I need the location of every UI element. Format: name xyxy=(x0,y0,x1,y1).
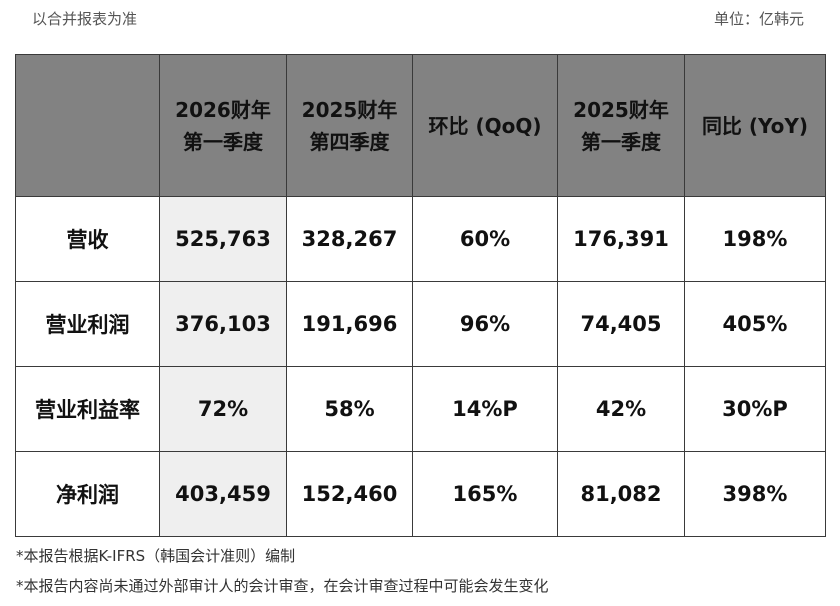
table-cell: 403,459 xyxy=(159,451,287,537)
row-label: 营业利润 xyxy=(15,281,160,367)
table-cell: 165% xyxy=(412,451,558,537)
header-yoy: 同比 (YoY) xyxy=(684,54,826,197)
table-cell: 405% xyxy=(684,281,826,367)
header-2026-q1: 2026财年 第一季度 xyxy=(159,54,287,197)
financial-results-table: 2026财年 第一季度 2025财年 第四季度 环比 (QoQ) 2025财年 … xyxy=(15,54,826,537)
table-cell: 191,696 xyxy=(286,281,413,367)
header-2025-q1: 2025财年 第一季度 xyxy=(557,54,685,197)
table-cell: 96% xyxy=(412,281,558,367)
table-cell: 58% xyxy=(286,366,413,452)
table-row: 营业利润 376,103 191,696 96% 74,405 405% xyxy=(15,281,826,367)
header-row: 2026财年 第一季度 2025财年 第四季度 环比 (QoQ) 2025财年 … xyxy=(15,54,826,197)
footnote-standard: *本报告根据K-IFRS（韩国会计准则）编制 xyxy=(16,547,296,565)
row-label: 营收 xyxy=(15,196,160,282)
table-cell: 14%P xyxy=(412,366,558,452)
table-cell: 81,082 xyxy=(557,451,685,537)
footnote-audit: *本报告内容尚未通过外部审计人的会计审查，在会计审查过程中可能会发生变化 xyxy=(16,577,549,595)
table-cell: 376,103 xyxy=(159,281,287,367)
table-cell: 60% xyxy=(412,196,558,282)
unit-note: 单位：亿韩元 xyxy=(713,10,804,28)
table-cell: 328,267 xyxy=(286,196,413,282)
table-cell: 42% xyxy=(557,366,685,452)
header-qoq: 环比 (QoQ) xyxy=(412,54,558,197)
table-cell: 72% xyxy=(159,366,287,452)
table-cell: 198% xyxy=(684,196,826,282)
table-cell: 398% xyxy=(684,451,826,537)
table-cell: 152,460 xyxy=(286,451,413,537)
header-2025-q4: 2025财年 第四季度 xyxy=(286,54,413,197)
row-label: 净利润 xyxy=(15,451,160,537)
table-row: 营业利益率 72% 58% 14%P 42% 30%P xyxy=(15,366,826,452)
table-cell: 30%P xyxy=(684,366,826,452)
table-cell: 176,391 xyxy=(557,196,685,282)
row-label: 营业利益率 xyxy=(15,366,160,452)
table-cell: 74,405 xyxy=(557,281,685,367)
basis-note: 以合并报表为准 xyxy=(32,10,138,28)
header-corner xyxy=(15,54,160,197)
table-row: 营收 525,763 328,267 60% 176,391 198% xyxy=(15,196,826,282)
table-row: 净利润 403,459 152,460 165% 81,082 398% xyxy=(15,451,826,537)
table-cell: 525,763 xyxy=(159,196,287,282)
